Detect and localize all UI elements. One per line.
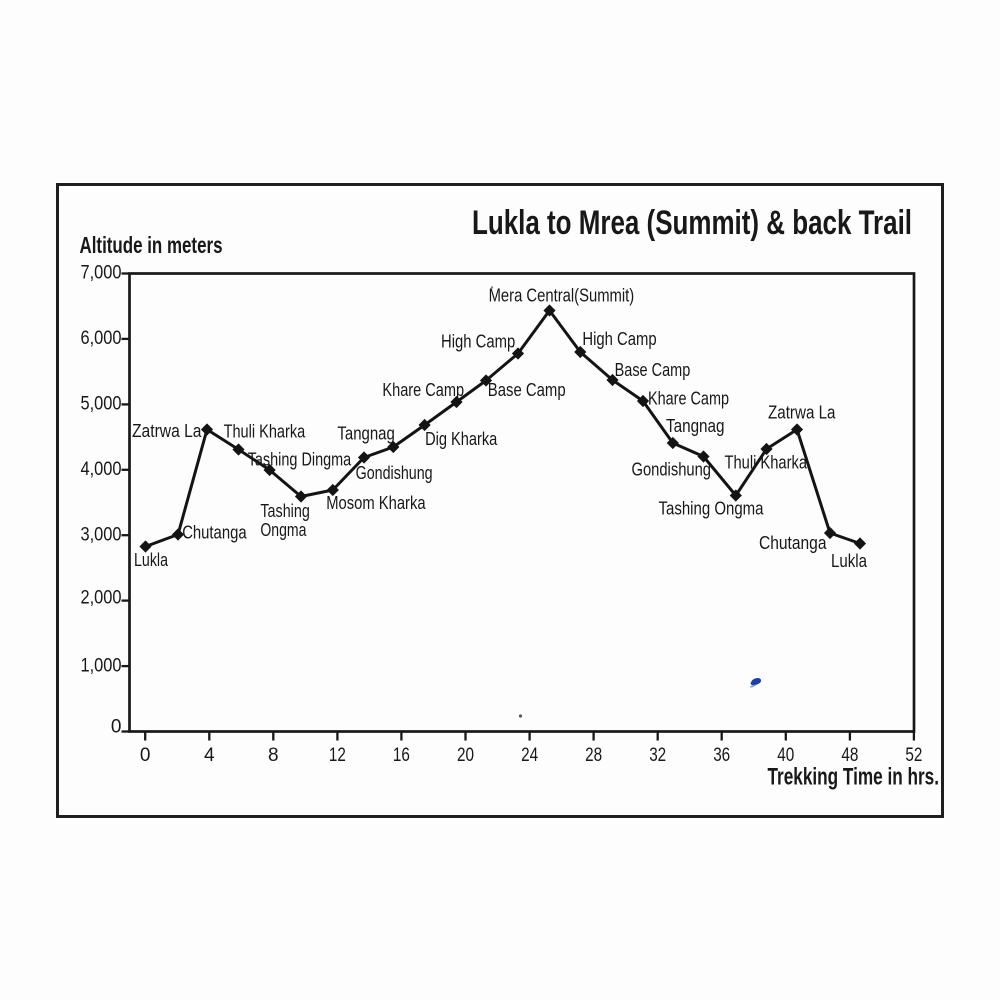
svg-text:Lukla: Lukla bbox=[831, 550, 868, 571]
svg-text:Base Camp: Base Camp bbox=[488, 379, 566, 400]
svg-text:Mera Central(Summit): Mera Central(Summit) bbox=[489, 284, 635, 305]
svg-text:20: 20 bbox=[457, 745, 474, 766]
svg-text:36: 36 bbox=[713, 745, 730, 766]
svg-text:2,000: 2,000 bbox=[81, 587, 122, 608]
svg-text:Altitude in meters: Altitude in meters bbox=[80, 232, 223, 258]
svg-text:Chutanga: Chutanga bbox=[759, 532, 827, 553]
svg-text:Gondishung: Gondishung bbox=[356, 462, 433, 483]
svg-text:32: 32 bbox=[649, 745, 666, 766]
svg-text:7,000: 7,000 bbox=[81, 263, 122, 284]
svg-text:Thuli Kharka: Thuli Kharka bbox=[224, 421, 306, 442]
svg-text:Lukla to Mrea (Summit) & back: Lukla to Mrea (Summit) & back Trail bbox=[472, 204, 912, 242]
svg-text:28: 28 bbox=[585, 745, 602, 766]
svg-text:24: 24 bbox=[521, 745, 538, 766]
svg-text:48: 48 bbox=[841, 745, 858, 766]
svg-text:Zatrwa La: Zatrwa La bbox=[132, 420, 202, 441]
svg-text:0: 0 bbox=[140, 745, 151, 766]
svg-text:Khare Camp: Khare Camp bbox=[382, 379, 464, 400]
svg-text:Tangnag: Tangnag bbox=[666, 415, 725, 436]
svg-text:High Camp: High Camp bbox=[582, 328, 656, 349]
svg-text:5,000: 5,000 bbox=[81, 394, 122, 415]
svg-text:Mosom Kharka: Mosom Kharka bbox=[326, 492, 426, 513]
svg-text:Tashing Ongma: Tashing Ongma bbox=[659, 498, 765, 519]
svg-text:Tashing: Tashing bbox=[260, 500, 309, 521]
svg-text:Khare Camp: Khare Camp bbox=[648, 387, 729, 408]
svg-text:Tangnag: Tangnag bbox=[337, 423, 394, 444]
svg-text:Lukla: Lukla bbox=[134, 549, 169, 570]
svg-text:12: 12 bbox=[329, 745, 346, 766]
svg-text:8: 8 bbox=[268, 745, 279, 766]
svg-text:6,000: 6,000 bbox=[81, 328, 122, 349]
svg-text:Zatrwa La: Zatrwa La bbox=[768, 402, 836, 423]
svg-text:Gondishung: Gondishung bbox=[632, 459, 712, 480]
svg-text:Thuli Kharka: Thuli Kharka bbox=[725, 452, 808, 473]
svg-text:0: 0 bbox=[111, 717, 122, 738]
svg-text:4: 4 bbox=[204, 745, 215, 766]
svg-text:4,000: 4,000 bbox=[81, 459, 122, 480]
svg-text:Trekking Time in hrs.: Trekking Time in hrs. bbox=[768, 764, 940, 791]
svg-text:16: 16 bbox=[393, 745, 410, 766]
svg-text:40: 40 bbox=[777, 745, 794, 766]
svg-text:Chutanga: Chutanga bbox=[182, 522, 247, 543]
svg-text:High Camp: High Camp bbox=[441, 331, 515, 352]
svg-text:3,000: 3,000 bbox=[81, 524, 122, 545]
svg-text:Ongma: Ongma bbox=[260, 519, 307, 540]
svg-text:Tashing Dingma: Tashing Dingma bbox=[248, 449, 352, 470]
svg-text:Dig Kharka: Dig Kharka bbox=[425, 428, 498, 449]
svg-text:52: 52 bbox=[905, 745, 922, 766]
svg-text:1,000: 1,000 bbox=[81, 655, 122, 676]
svg-text:Base Camp: Base Camp bbox=[615, 359, 691, 380]
